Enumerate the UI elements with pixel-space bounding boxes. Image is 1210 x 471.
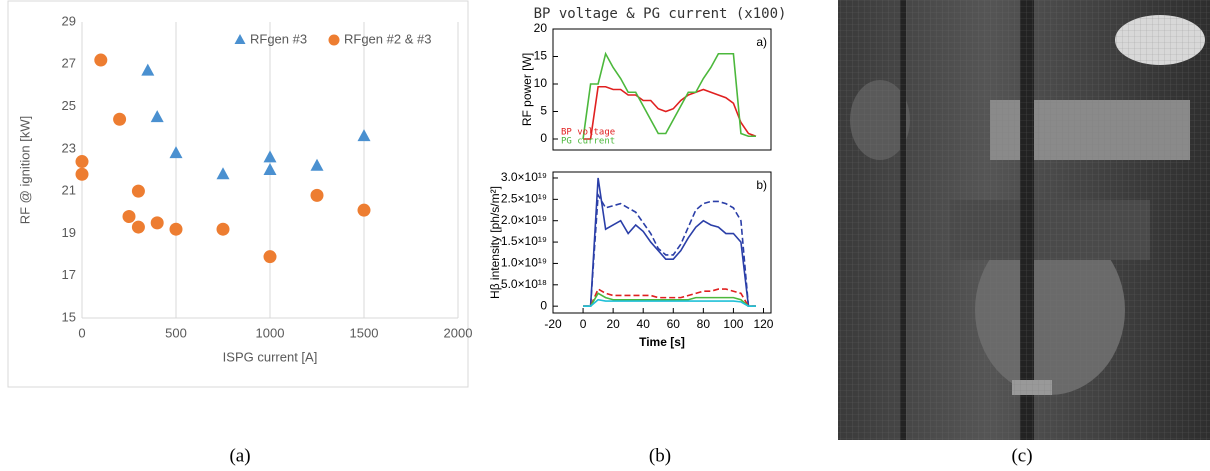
plot-frame (552, 171, 772, 314)
annotation: a) (756, 35, 767, 49)
line (583, 287, 756, 307)
y-tick-label: 2.5×10¹⁹ (501, 192, 547, 206)
y-tick-label: 25 (62, 98, 76, 113)
line (583, 298, 756, 307)
point (94, 53, 108, 67)
point (75, 155, 89, 169)
point (169, 222, 183, 236)
y-tick-label: 23 (62, 140, 76, 155)
y-tick-label: 3.0×10¹⁹ (501, 170, 547, 184)
point (216, 167, 230, 180)
y-tick-label: 15 (534, 49, 548, 63)
y-axis-label: Hβ intensity [ph/s/m²] (488, 186, 502, 299)
y-tick-label: 1.0×10¹⁹ (501, 256, 547, 270)
x-tick-label: 120 (753, 317, 773, 331)
y-tick-label: 10 (534, 76, 548, 90)
y-tick-label: 17 (62, 267, 76, 282)
point (263, 150, 277, 163)
x-tick-label: -20 (544, 317, 562, 331)
legend-label: RFgen #2 & #3 (344, 31, 431, 46)
point (169, 146, 183, 159)
x-tick-label: 1500 (350, 325, 379, 340)
point (357, 129, 371, 142)
x-tick-label: 0 (78, 325, 85, 340)
point (310, 188, 324, 202)
y-axis-label: RF power [W] (520, 53, 534, 126)
y-tick-label: 20 (534, 21, 548, 35)
y-tick-label: 2.0×10¹⁹ (501, 213, 547, 227)
point (131, 184, 145, 198)
point (357, 203, 371, 217)
photo (838, 0, 1210, 440)
point (150, 216, 164, 230)
y-tick-label: 19 (62, 225, 76, 240)
legend-label: RFgen #3 (250, 31, 307, 46)
legend-marker (234, 34, 246, 44)
y-tick-label: 21 (62, 183, 76, 198)
line (582, 51, 756, 140)
y-tick-label: 0 (540, 298, 547, 312)
point (122, 210, 136, 224)
chart-title: BP voltage & PG current (x100) (534, 6, 787, 22)
x-tick-label: 1000 (256, 325, 285, 340)
legend-label: PG current (561, 137, 615, 147)
line (583, 192, 756, 307)
caption: (a) (229, 445, 250, 466)
line (583, 177, 756, 307)
y-tick-label: 27 (62, 56, 76, 71)
x-axis-label: Time [s] (639, 335, 685, 349)
x-tick-label: 20 (606, 317, 620, 331)
annotation: b) (756, 178, 767, 192)
chart: 0 500 1000 1500 2000 15 17 19 21 23 25 27 29 ISPG cur… (17, 13, 472, 364)
y-tick-label: 0 (540, 131, 547, 145)
x-tick-label: 2000 (444, 325, 473, 340)
point (141, 63, 155, 76)
caption: (b) (649, 445, 671, 466)
chart: b) -20 0 20 40 60 80 100 120 0 5.0×10¹⁸ 1.0×10¹⁹ 1.5… (488, 170, 774, 349)
point (150, 110, 164, 123)
legend-label: BP voltage (561, 128, 615, 138)
y-tick-label: 29 (62, 13, 76, 28)
x-tick-label: 80 (697, 317, 711, 331)
y-tick-label: 1.5×10¹⁹ (501, 234, 547, 248)
x-tick-label: 40 (637, 317, 651, 331)
x-tick-label: 500 (165, 325, 187, 340)
line (583, 292, 756, 307)
panel-a-frame (7, 0, 469, 388)
y-axis-label: RF @ ignition [kW] (17, 116, 32, 225)
legend-marker (328, 34, 340, 46)
plot-frame (552, 28, 772, 151)
x-tick-label: 100 (723, 317, 743, 331)
point (75, 167, 89, 181)
caption: (c) (1011, 445, 1032, 466)
x-tick-label: 0 (580, 317, 587, 331)
y-tick-label: 5.0×10¹⁸ (501, 277, 547, 291)
y-tick-label: 15 (62, 309, 76, 324)
line (583, 85, 757, 140)
point (263, 250, 277, 264)
chart: BP voltage & PG current (x100) a) 0 5 10 15 20… (520, 6, 786, 147)
x-tick-label: 60 (667, 317, 681, 331)
x-axis-label: ISPG current [A] (223, 349, 318, 364)
point (310, 158, 324, 171)
point (113, 112, 127, 126)
y-tick-label: 5 (540, 104, 547, 118)
point (216, 222, 230, 236)
point (263, 163, 277, 175)
point (131, 220, 145, 234)
